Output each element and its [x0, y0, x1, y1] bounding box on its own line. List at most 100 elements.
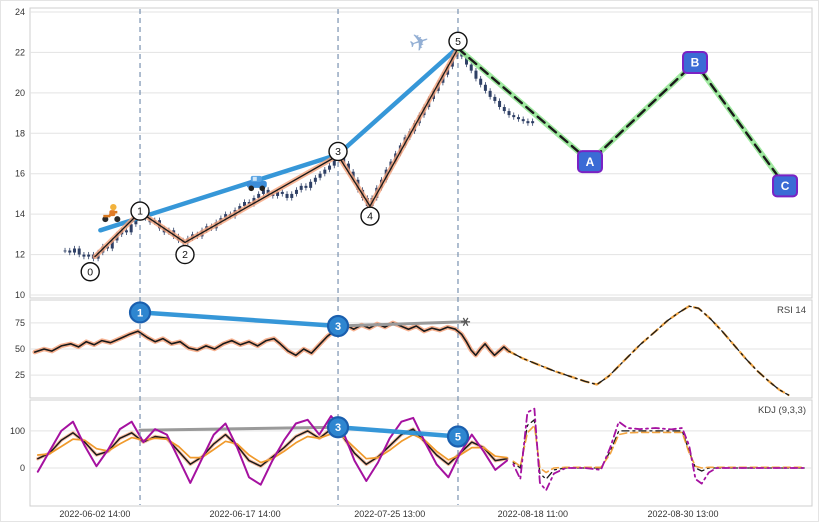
candle-body — [280, 191, 284, 194]
marker-label: 0 — [87, 266, 93, 278]
candle-body — [313, 177, 317, 182]
y-tick-label: 10 — [15, 290, 25, 300]
wave-marker-5: 5 — [448, 31, 468, 52]
candle-body — [483, 84, 487, 91]
marker-label: 1 — [137, 206, 143, 218]
candle-body — [261, 189, 265, 194]
candle-body — [531, 121, 535, 124]
candle-body — [82, 254, 86, 257]
scooter-wheel — [102, 216, 109, 223]
candle-body — [323, 169, 327, 174]
wave-marker-1: 1 — [130, 201, 150, 221]
wave-marker-4: 4 — [360, 206, 380, 226]
y-tick-label: 16 — [15, 169, 25, 179]
kdj-label: KDJ (9,3,3) — [758, 405, 806, 416]
scooter-wheel — [114, 216, 121, 223]
candle-body — [224, 214, 228, 219]
y-tick-label: 22 — [15, 47, 25, 57]
marker-label: 5 — [455, 36, 461, 48]
candle-body — [247, 202, 251, 205]
rsi-star-marker — [461, 317, 471, 327]
y-tick-label: 12 — [15, 250, 25, 260]
candle-body — [474, 70, 478, 79]
kdj-panel — [29, 399, 813, 507]
candle-body — [87, 254, 91, 257]
series-kdj-k — [37, 428, 508, 467]
candle-body — [342, 155, 346, 164]
marker-circle — [360, 206, 380, 226]
marker-circle — [446, 425, 470, 448]
candle-body — [507, 111, 511, 116]
candle-body — [68, 250, 72, 253]
marker-label: 3 — [335, 146, 341, 158]
candle-body — [304, 185, 308, 188]
series-layer — [32, 45, 806, 492]
rsi-label: RSI 14 — [777, 305, 806, 316]
candle-body — [328, 165, 332, 170]
x-tick-label: 2022-07-25 13:00 — [354, 509, 425, 519]
candle-body — [318, 173, 322, 178]
marker-label: 5 — [455, 431, 461, 443]
marker-label: A — [586, 155, 595, 169]
kdj-marker-3: 3 — [326, 416, 350, 439]
candle-body — [493, 96, 497, 101]
x-tick-label: 2022-06-17 14:00 — [210, 509, 281, 519]
y-tick-label: 0 — [20, 463, 25, 473]
series-kdj-d-future — [512, 424, 805, 474]
candle-body — [299, 185, 303, 190]
car-emoji — [246, 175, 267, 192]
y-tick-label: 14 — [15, 209, 25, 219]
candle-body — [290, 193, 294, 198]
candle-body — [238, 206, 242, 211]
y-tick-label: 20 — [15, 88, 25, 98]
marker-circle — [328, 141, 348, 162]
candle-body — [309, 181, 313, 188]
marker-square — [576, 150, 603, 174]
wave-marker-0: 0 — [80, 262, 100, 282]
kdj-marker-5: 5 — [446, 425, 470, 448]
price-panel — [29, 7, 813, 299]
series-kdj-j — [36, 415, 508, 486]
star-line — [462, 317, 469, 327]
y-tick-label: 25 — [15, 370, 25, 380]
series-rsi-gray-segment — [336, 320, 468, 328]
marker-square — [772, 174, 799, 198]
candle-body — [129, 224, 133, 233]
marker-label: 2 — [182, 249, 188, 261]
car-wheel — [259, 185, 266, 192]
candle-body — [498, 100, 502, 108]
series-proj-dash — [456, 47, 787, 187]
car-window — [252, 176, 257, 181]
scooter-rider — [110, 203, 117, 211]
candle-body — [110, 240, 114, 249]
series-wave-line — [94, 47, 459, 258]
car-wheel — [248, 185, 255, 192]
candle-body — [465, 56, 469, 65]
candle-body — [257, 193, 261, 198]
marker-circle — [448, 31, 468, 52]
series-kdj-blue-segment — [335, 424, 461, 439]
series-rsi-line — [33, 322, 510, 357]
candle-body — [266, 189, 270, 194]
marker-label: 4 — [367, 211, 373, 223]
candle-body — [516, 117, 520, 120]
marker-circle — [326, 314, 350, 338]
series-kdj-k-future — [512, 419, 805, 480]
x-tick-label: 2022-08-18 11:00 — [498, 509, 568, 519]
y-tick-label: 24 — [15, 7, 25, 17]
scooter-body — [109, 210, 116, 217]
marker-circle — [80, 262, 100, 282]
candle-body — [469, 64, 473, 71]
scooter-emoji — [102, 203, 121, 223]
candle-body — [521, 119, 525, 122]
marker-circle — [326, 416, 350, 439]
y-tick-label: 18 — [15, 128, 25, 138]
candle-body — [276, 191, 280, 196]
marker-square — [682, 51, 709, 75]
marker-label: C — [781, 179, 790, 193]
rsi-marker-3: 3 — [326, 314, 350, 338]
